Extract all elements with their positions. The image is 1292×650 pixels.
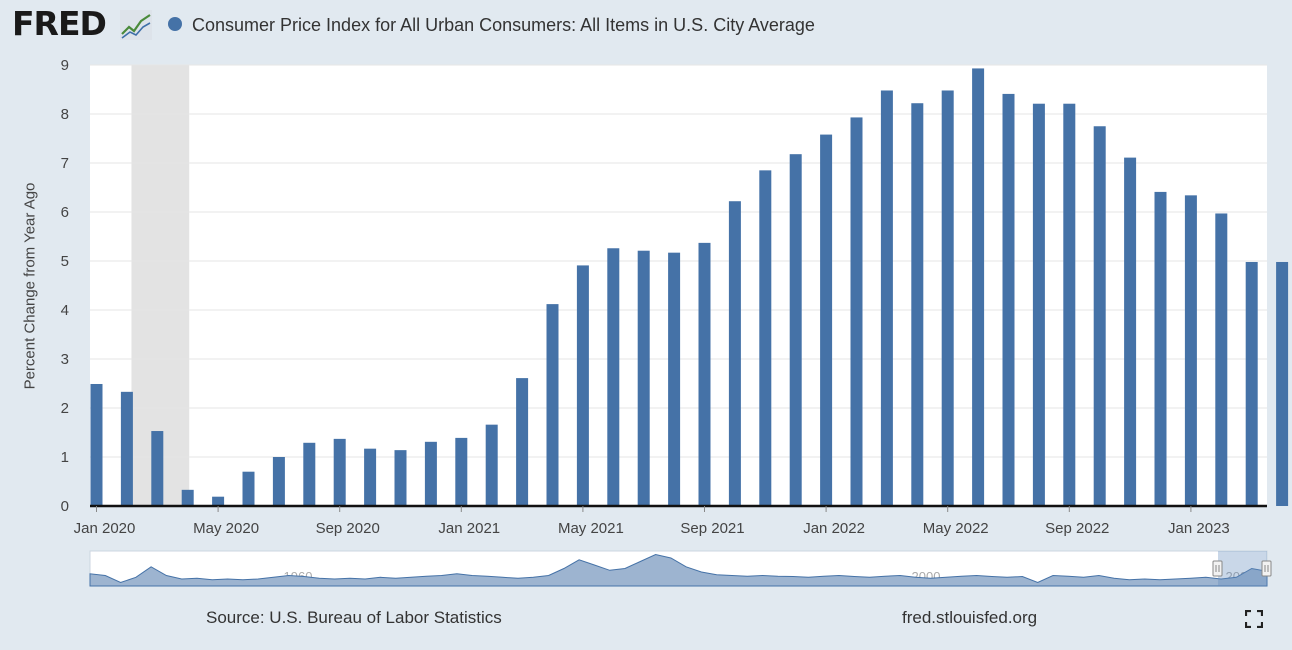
bar[interactable] xyxy=(911,103,924,506)
bar[interactable] xyxy=(516,378,529,506)
bar[interactable] xyxy=(364,448,377,506)
bar[interactable] xyxy=(151,431,164,506)
bar[interactable] xyxy=(576,265,589,506)
bar[interactable] xyxy=(394,450,407,506)
y-tick-label: 4 xyxy=(61,302,69,319)
bar[interactable] xyxy=(303,442,316,506)
y-tick-label: 6 xyxy=(61,204,69,221)
bar[interactable] xyxy=(607,248,620,506)
navigator[interactable]: 1960198020002020 xyxy=(89,550,1272,587)
header: FRED Consumer Price Index for All Urban … xyxy=(0,0,1292,52)
bar[interactable] xyxy=(820,134,833,506)
bar[interactable] xyxy=(1032,103,1045,507)
bar[interactable] xyxy=(546,304,559,506)
bar[interactable] xyxy=(90,383,103,506)
bar[interactable] xyxy=(333,438,346,506)
y-tick-label: 9 xyxy=(61,57,69,74)
bar[interactable] xyxy=(668,252,681,506)
bar[interactable] xyxy=(850,117,863,507)
y-tick-label: 8 xyxy=(61,106,69,123)
bar[interactable] xyxy=(1093,126,1106,506)
bar[interactable] xyxy=(1124,157,1137,507)
bar[interactable] xyxy=(242,471,255,506)
y-tick-label: 3 xyxy=(61,351,69,368)
navigator-handle-right[interactable] xyxy=(1261,560,1272,577)
bar[interactable] xyxy=(728,201,741,506)
x-tick-label: Jan 2020 xyxy=(74,520,136,537)
navigator-selection[interactable] xyxy=(1218,551,1267,586)
navigator-handle-left[interactable] xyxy=(1212,560,1223,577)
x-tick-label: May 2021 xyxy=(558,520,624,537)
bar[interactable] xyxy=(1276,261,1289,506)
x-tick-label: Sep 2021 xyxy=(680,520,744,537)
x-tick-label: Sep 2020 xyxy=(316,520,380,537)
source-text: Source: U.S. Bureau of Labor Statistics xyxy=(206,608,502,627)
bar[interactable] xyxy=(272,457,285,506)
x-tick-label: Jan 2023 xyxy=(1168,520,1230,537)
y-tick-label: 5 xyxy=(61,253,69,270)
fred-logo-chart-icon xyxy=(120,10,152,40)
bar[interactable] xyxy=(941,90,954,506)
bar[interactable] xyxy=(181,489,194,506)
site-link[interactable]: fred.stlouisfed.org xyxy=(902,608,1038,627)
x-tick-label: May 2022 xyxy=(923,520,989,537)
legend-marker[interactable] xyxy=(168,17,182,31)
y-tick-label: 1 xyxy=(61,449,69,466)
x-tick-label: May 2020 xyxy=(193,520,259,537)
y-tick-label: 0 xyxy=(61,498,69,515)
bar[interactable] xyxy=(212,496,225,506)
bar[interactable] xyxy=(1063,103,1076,507)
bar[interactable] xyxy=(789,154,802,506)
bar[interactable] xyxy=(455,437,468,506)
bar[interactable] xyxy=(120,391,133,506)
bar[interactable] xyxy=(485,424,498,506)
bar[interactable] xyxy=(1154,191,1167,506)
bar[interactable] xyxy=(759,170,772,506)
bar[interactable] xyxy=(880,90,893,506)
bar[interactable] xyxy=(1215,213,1228,506)
y-tick-label: 7 xyxy=(61,155,69,172)
bar[interactable] xyxy=(1245,261,1258,506)
bar[interactable] xyxy=(972,68,985,507)
chart-title[interactable]: Consumer Price Index for All Urban Consu… xyxy=(192,15,815,35)
x-tick-label: Jan 2021 xyxy=(438,520,500,537)
navigator-series-area xyxy=(89,553,1268,587)
bar[interactable] xyxy=(1184,195,1197,506)
y-tick-label: 2 xyxy=(61,400,69,417)
x-tick-label: Jan 2022 xyxy=(803,520,865,537)
x-tick-label: Sep 2022 xyxy=(1045,520,1109,537)
bar[interactable] xyxy=(424,441,437,506)
fullscreen-icon[interactable] xyxy=(1245,610,1263,628)
fred-logo[interactable]: FRED xyxy=(12,4,107,43)
bar[interactable] xyxy=(637,250,650,506)
bar[interactable] xyxy=(698,242,711,506)
bar[interactable] xyxy=(1002,93,1015,506)
